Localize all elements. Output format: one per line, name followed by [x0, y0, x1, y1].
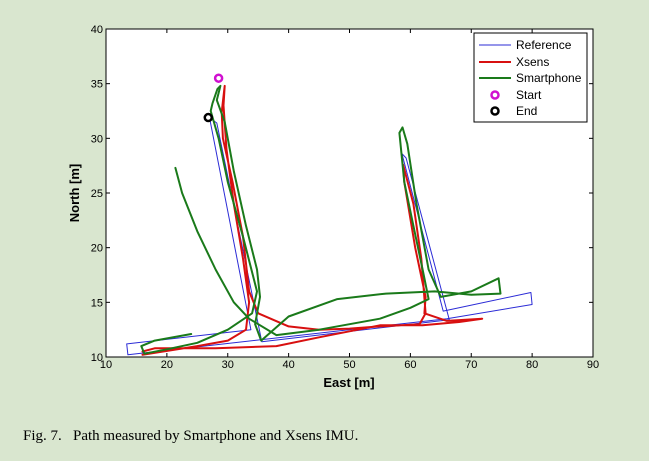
start-marker [213, 73, 224, 83]
figure-caption: Fig. 7. Path measured by Smartphone and … [23, 428, 359, 444]
y-axis-label: North [m] [67, 164, 82, 223]
legend-marker-end [490, 106, 500, 116]
y-tick-label: 15 [91, 297, 103, 309]
y-tick-label: 40 [91, 24, 103, 36]
x-tick-label: 90 [587, 359, 599, 371]
legend-label-xsens: Xsens [516, 55, 549, 69]
legend-label-end: End [516, 104, 537, 118]
x-tick-label: 60 [404, 359, 416, 371]
legend-label-smartphone: Smartphone [516, 71, 582, 85]
legend-label-reference: Reference [516, 38, 572, 52]
smartphone-path [140, 84, 502, 355]
x-tick-label: 40 [283, 359, 295, 371]
x-tick-label: 70 [465, 359, 477, 371]
end-marker [203, 112, 214, 123]
y-tick-label: 30 [91, 133, 103, 145]
y-tick-label: 35 [91, 79, 103, 91]
legend: Reference Xsens Smartphone Start End [473, 32, 588, 123]
y-tick-label: 25 [91, 188, 103, 200]
x-tick-label: 10 [100, 359, 112, 371]
marker-layer [203, 73, 224, 123]
y-tick-label: 20 [91, 243, 103, 255]
x-tick-label: 50 [343, 359, 355, 371]
axis-ticks: 10 20 30 40 50 60 70 80 90 10 15 20 25 30 35 40 [91, 24, 599, 371]
x-axis-label: East [m] [323, 375, 374, 390]
xsens-path [141, 84, 484, 356]
legend-label-start: Start [516, 88, 542, 102]
x-tick-label: 20 [161, 359, 173, 371]
x-tick-label: 30 [222, 359, 234, 371]
legend-marker-start [490, 90, 500, 100]
y-tick-label: 10 [91, 352, 103, 364]
x-tick-label: 80 [526, 359, 538, 371]
